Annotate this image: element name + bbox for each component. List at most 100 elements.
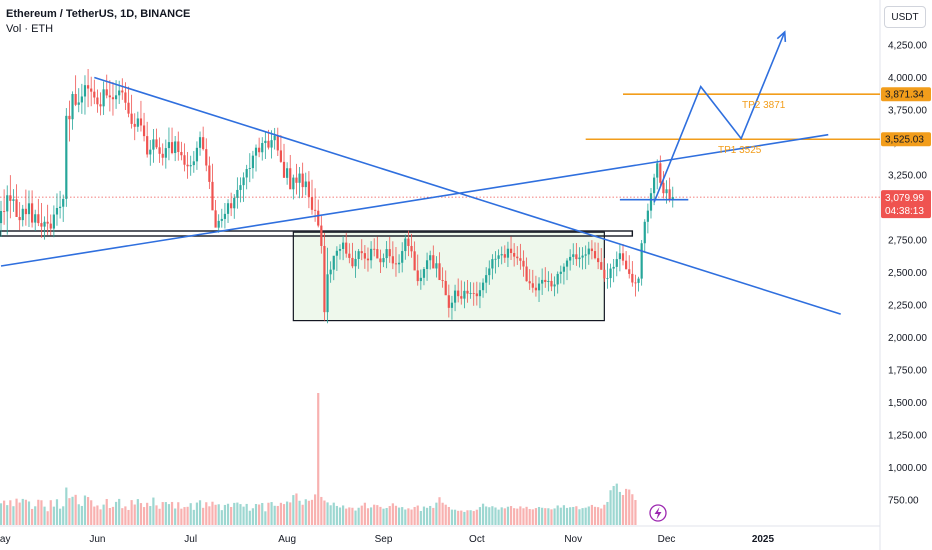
candle-body	[429, 255, 432, 261]
candle-body	[242, 177, 245, 186]
candle-body	[90, 88, 93, 92]
volume-bar	[522, 508, 525, 525]
volume-bar	[80, 505, 83, 525]
candle-body	[77, 102, 80, 105]
volume-bar	[481, 503, 485, 525]
volume-bar	[609, 490, 612, 525]
candle-body	[525, 266, 528, 282]
volume-bar	[326, 502, 329, 525]
candle-body	[158, 147, 161, 154]
volume-bar	[12, 506, 15, 525]
candle-body	[31, 203, 34, 223]
volume-bar	[127, 509, 130, 525]
candle-body	[491, 259, 494, 269]
symbol-title[interactable]: Ethereum / TetherUS, 1D, BINANCE	[6, 8, 191, 20]
volume-bar	[198, 500, 202, 525]
time-tick-label: 2025	[752, 534, 775, 545]
price-tick-label: 1,000.00	[888, 463, 927, 474]
candle-body	[130, 113, 133, 124]
volume-bar	[485, 506, 488, 525]
candle-body	[572, 254, 575, 257]
candle-body	[24, 208, 27, 215]
candle-body	[379, 258, 382, 263]
target-price-tag-bg	[881, 87, 931, 102]
candle-body	[671, 197, 674, 200]
support-line	[0, 230, 634, 237]
volume-indicator-label[interactable]: Vol · ETH	[6, 23, 54, 35]
candle-body	[388, 249, 391, 257]
time-tick-label: Dec	[658, 534, 676, 545]
volume-bar	[34, 506, 37, 525]
candle-body	[450, 302, 454, 308]
candle-body	[581, 255, 584, 258]
candle-body	[55, 208, 59, 215]
volume-bar	[469, 510, 472, 525]
candle-body	[665, 189, 668, 194]
candle-body	[245, 169, 248, 178]
tp1-label: TP1 3525	[718, 145, 762, 156]
volume-bar	[99, 509, 102, 525]
volume-bar	[152, 497, 155, 525]
volume-bar	[24, 499, 27, 525]
candle-body	[376, 249, 379, 259]
volume-bar	[314, 494, 317, 525]
candle-body	[99, 104, 102, 107]
candle-body	[662, 182, 665, 194]
volume-bar	[360, 505, 363, 525]
price-axis: 750.00 1,000.00 1,250.00 1,500.00 1,750.00 2,…	[888, 41, 927, 507]
candle-body	[161, 153, 164, 158]
candle-body	[12, 199, 15, 201]
candle-body	[86, 85, 90, 89]
volume-bar	[124, 506, 127, 525]
candle-body	[625, 260, 628, 270]
candle-body	[21, 208, 24, 221]
volume-bar	[631, 494, 634, 525]
volume-bar	[205, 502, 208, 525]
volume-bar	[342, 505, 345, 525]
volume-bar	[186, 506, 189, 525]
candle-body	[401, 251, 404, 263]
target-price-tag: 3,525.03	[881, 132, 931, 147]
candle-body	[80, 96, 83, 103]
candle-body	[304, 181, 307, 188]
volume-bar	[270, 502, 273, 525]
candle-body	[435, 263, 438, 269]
price-tick-label: 3,750.00	[888, 106, 927, 117]
volume-bar	[0, 503, 3, 525]
time-tick-label: May	[0, 534, 10, 545]
volume-bar	[111, 506, 115, 525]
candle-body	[447, 295, 450, 308]
volume-bar	[230, 506, 233, 525]
volume-bar	[146, 502, 149, 525]
volume-bar	[416, 505, 419, 525]
candle-body	[254, 147, 258, 156]
volume-bar	[506, 506, 510, 525]
volume-bar	[251, 508, 255, 525]
volume-bar	[351, 507, 354, 525]
candle-body	[609, 268, 612, 279]
candle-body	[628, 269, 631, 274]
volume-bar	[9, 500, 12, 525]
candle-body	[559, 271, 562, 274]
candle-body	[40, 223, 43, 227]
volume-bar	[388, 506, 391, 525]
current-price-tag-bg	[881, 190, 931, 219]
candle-body	[264, 140, 267, 144]
price-tick-label: 1,250.00	[888, 431, 927, 442]
candle-body	[332, 255, 335, 270]
candle-body	[432, 255, 435, 269]
currency-button[interactable]: USDT	[884, 6, 926, 28]
candle-body	[373, 248, 376, 250]
time-tick-label: Jun	[89, 534, 105, 545]
volume-bar	[71, 496, 74, 525]
candle-body	[615, 259, 618, 267]
candle-body	[164, 148, 167, 158]
candle-body	[478, 290, 482, 297]
time-tick-label: Aug	[278, 534, 296, 545]
volume-bar	[528, 509, 531, 525]
candle-body	[142, 125, 146, 137]
volume-bar	[192, 509, 195, 525]
time-axis: May Jun Jul Aug Sep Oct Nov Dec 2025	[0, 534, 775, 545]
